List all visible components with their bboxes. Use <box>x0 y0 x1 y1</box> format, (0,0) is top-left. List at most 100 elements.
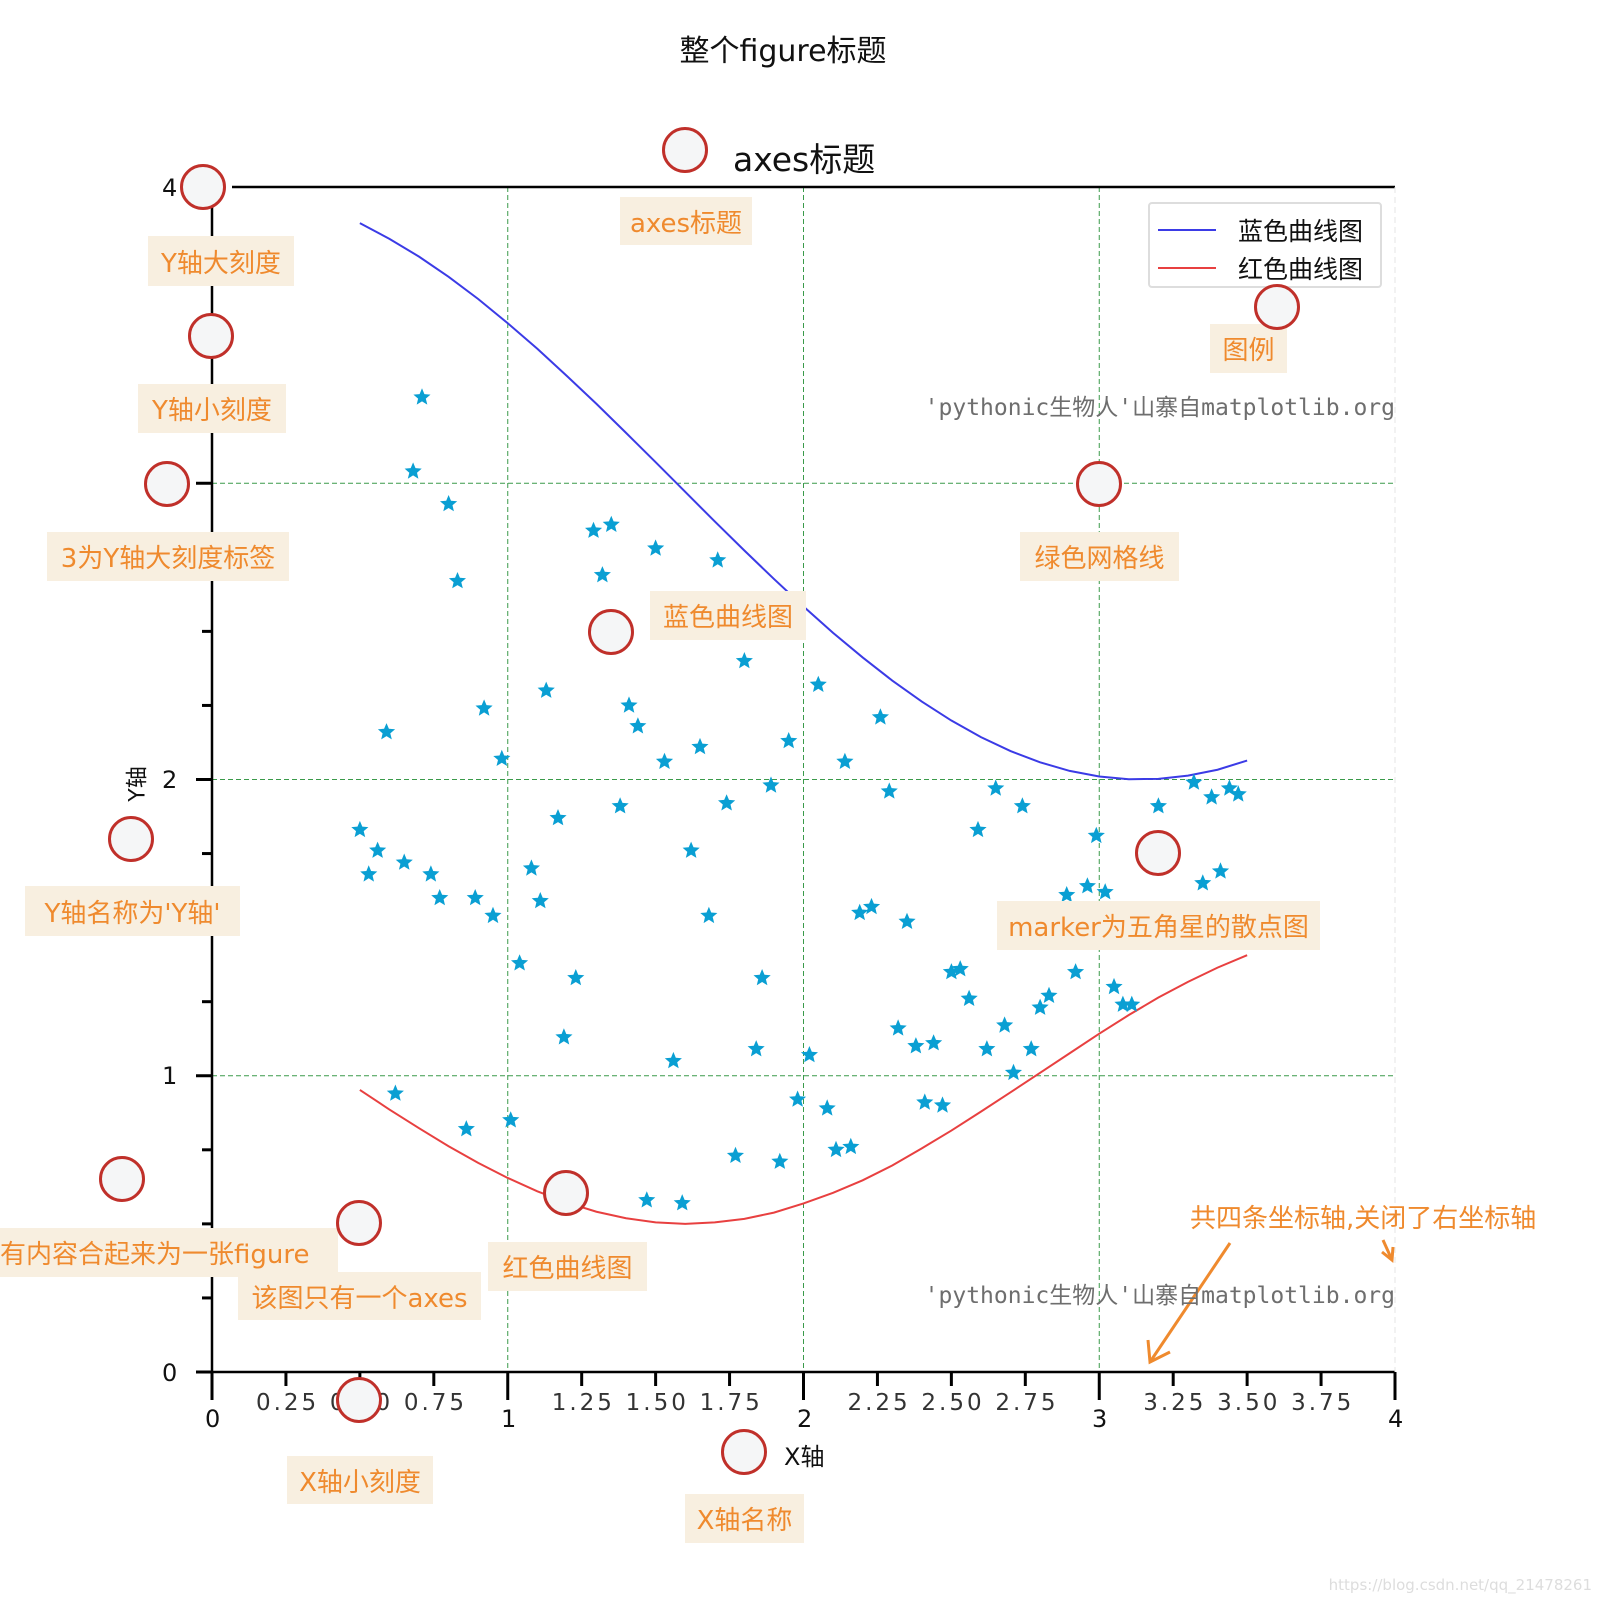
scatter-star-point <box>549 809 567 826</box>
x-tick-label: 0 <box>205 1405 221 1433</box>
x-tick-label: 4 <box>1388 1405 1404 1433</box>
scatter-star-point <box>1067 963 1085 980</box>
annotation-grid: 绿色网格线 <box>1020 532 1179 581</box>
x-minor-tick-label: 3.75 <box>1291 1390 1355 1416</box>
annotation-legend: 图例 <box>1210 324 1287 373</box>
scatter-star-point <box>818 1099 836 1116</box>
x-tick-label: 2 <box>797 1405 813 1433</box>
scatter-star-point <box>709 551 727 568</box>
annotation-x-minor-tick: X轴小刻度 <box>287 1456 433 1504</box>
scatter-star-point <box>735 652 753 669</box>
x-minor-tick-label: 2.75 <box>995 1390 1059 1416</box>
y-tick-label: 1 <box>162 1062 178 1090</box>
scatter-star-point <box>827 1140 845 1158</box>
scatter-star-point <box>620 696 638 713</box>
highlight-circle-marker <box>662 127 708 173</box>
x-minor-tick-label: 1.50 <box>625 1390 689 1416</box>
scatter-star-point <box>457 1120 475 1137</box>
axes-title: axes标题 <box>733 140 876 179</box>
highlight-circle-marker <box>188 313 234 359</box>
scatter-star-point <box>889 1019 907 1036</box>
scatter-star-point <box>871 708 889 725</box>
watermark-text: 'pythonic生物人'山寨自matplotlib.org <box>924 1283 1395 1309</box>
legend-entry-blue: 蓝色曲线图 <box>1158 212 1363 248</box>
x-minor-tick-label: 3.25 <box>1143 1390 1207 1416</box>
scatter-star-point <box>351 820 369 838</box>
figure-title: 整个figure标题 <box>679 34 887 69</box>
scatter-star-point <box>960 989 978 1006</box>
highlight-circle-marker <box>543 1170 589 1216</box>
highlight-circle-marker <box>336 1200 382 1246</box>
scatter-star-point <box>377 723 396 740</box>
scatter-star-point <box>800 1046 818 1063</box>
scatter-star-point <box>1087 826 1105 844</box>
scatter-star-point <box>898 912 916 929</box>
scatter-star-point <box>440 495 458 512</box>
csdn-watermark: https://blog.csdn.net/qq_21478261 <box>1328 1576 1592 1594</box>
scatter-star-point <box>762 776 780 793</box>
legend-label: 蓝色曲线图 <box>1238 217 1364 246</box>
highlight-circle-marker <box>1076 461 1122 507</box>
legend-entry-red: 红色曲线图 <box>1158 250 1363 286</box>
scatter-star-point <box>842 1137 860 1155</box>
scatter-star-point <box>780 732 798 749</box>
scatter-star-point <box>1096 883 1114 900</box>
scatter-star-point <box>593 566 611 583</box>
scatter-star-point <box>933 1096 952 1113</box>
highlight-circle-marker <box>336 1377 382 1423</box>
scatter-star-point <box>718 794 736 811</box>
scatter-star-point <box>1211 862 1230 879</box>
scatter-star-point <box>585 521 603 538</box>
highlight-circle-marker <box>108 816 154 862</box>
scatter-star-point <box>753 969 771 986</box>
arrowhead-icon <box>1381 1246 1395 1263</box>
annotation-y-label: Y轴名称为'Y轴' <box>25 886 240 936</box>
scatter-star-point <box>638 1191 656 1208</box>
scatter-star-point <box>386 1084 404 1101</box>
scatter-star-point <box>726 1146 744 1163</box>
scatter-star-point <box>360 865 378 882</box>
scatter-star-point <box>611 797 629 814</box>
annotation-y-minor-tick: Y轴小刻度 <box>138 384 286 433</box>
scatter-star-point <box>1078 877 1096 894</box>
scatter-star-point <box>413 388 431 405</box>
annotation-y-major-label: 3为Y轴大刻度标签 <box>47 532 289 581</box>
highlight-circle-marker <box>588 609 634 655</box>
scatter-star-point <box>789 1090 807 1107</box>
scatter-star-point <box>664 1051 682 1069</box>
scatter-star-point <box>880 782 898 799</box>
scatter-star-point <box>996 1016 1014 1033</box>
annotation-y-major-tick: Y轴大刻度 <box>148 236 294 286</box>
scatter-star-point <box>531 892 549 909</box>
scatter-star-point <box>1013 797 1031 814</box>
scatter-star-point <box>493 749 511 766</box>
y-tick-label: 4 <box>162 174 178 202</box>
scatter-star-point <box>567 969 585 986</box>
scatter-star-point <box>925 1034 943 1051</box>
highlight-circle-marker <box>721 1429 767 1475</box>
scatter-star-point <box>1058 886 1076 903</box>
annotation-blue-curve: 蓝色曲线图 <box>650 591 806 640</box>
scatter-star-point <box>1031 998 1049 1015</box>
scatter-star-point <box>1203 788 1221 805</box>
scatter-star-point <box>484 906 502 924</box>
scatter-star-point <box>863 897 881 915</box>
highlight-circle-marker <box>99 1156 145 1202</box>
scatter-star-point <box>836 752 854 769</box>
scatter-star-point <box>978 1040 996 1057</box>
red-line-swatch <box>1158 267 1216 269</box>
scatter-star-point <box>747 1040 765 1057</box>
scatter-star-point <box>1229 785 1247 802</box>
scatter-star-point <box>907 1037 925 1054</box>
scatter-star-point <box>448 572 466 589</box>
scatter-star-point <box>916 1093 934 1110</box>
scatter-star-point <box>511 954 529 971</box>
scatter-star-point <box>809 675 827 692</box>
scatter-star-point <box>629 717 647 734</box>
annotation-arrows <box>1146 1239 1395 1365</box>
y-tick-label: 0 <box>162 1359 178 1387</box>
scatter-star-point <box>951 960 969 977</box>
scatter-star-point <box>422 865 440 882</box>
scatter-star-point <box>851 903 869 921</box>
scatter-star-point <box>1022 1040 1040 1057</box>
